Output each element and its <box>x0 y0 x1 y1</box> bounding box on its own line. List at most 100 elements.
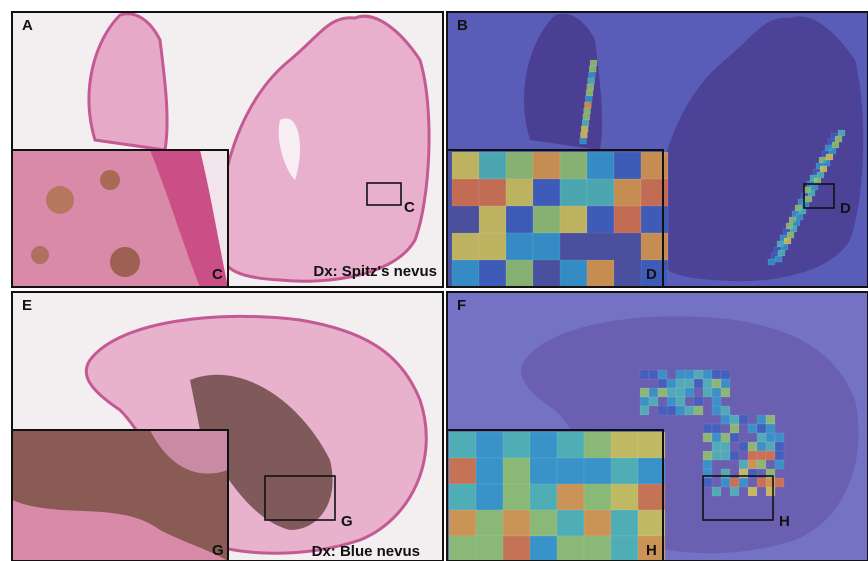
heat-cell <box>712 397 721 406</box>
heat-cell <box>667 379 676 388</box>
heat-cell <box>506 152 533 179</box>
heat-cell <box>808 190 815 196</box>
heat-cell <box>712 487 721 496</box>
figure: A C C Dx: Spitz's nevus B D D E G G Dx: … <box>0 0 868 561</box>
heat-cell <box>452 152 479 179</box>
heat-cell <box>793 220 800 226</box>
heat-cell <box>533 179 560 206</box>
heat-cell <box>784 238 791 244</box>
heat-cell <box>611 432 638 458</box>
heat-cell <box>614 152 641 179</box>
heat-cell <box>584 536 611 561</box>
heat-cell <box>530 510 557 536</box>
heat-cell <box>748 460 757 469</box>
heat-cell <box>739 478 748 487</box>
heat-cell <box>640 397 649 406</box>
heat-cell <box>479 233 506 260</box>
heat-cell <box>832 142 839 148</box>
heat-cell <box>587 84 594 90</box>
box-label: H <box>779 513 790 530</box>
heat-cell <box>721 415 730 424</box>
heat-cell <box>814 178 821 184</box>
heat-cell <box>584 432 611 458</box>
heat-cell <box>712 442 721 451</box>
inset-label: C <box>212 266 223 283</box>
heat-cell <box>588 78 595 84</box>
heat-cell <box>766 442 775 451</box>
heat-cell <box>775 442 784 451</box>
heat-cell <box>802 202 809 208</box>
heat-cell <box>584 108 591 114</box>
heat-cell <box>721 433 730 442</box>
heat-cell <box>712 433 721 442</box>
heat-cell <box>712 451 721 460</box>
heat-cell <box>560 152 587 179</box>
heat-cell <box>611 458 638 484</box>
heat-cell <box>587 206 614 233</box>
heat-cell <box>557 484 584 510</box>
heat-cell <box>638 484 665 510</box>
heat-cell <box>721 478 730 487</box>
panel-label: B <box>457 17 468 34</box>
heat-cell <box>533 206 560 233</box>
heat-cell <box>766 433 775 442</box>
heat-cell <box>703 433 712 442</box>
heat-cell <box>557 510 584 536</box>
heat-cell <box>703 379 712 388</box>
heat-cell <box>730 478 739 487</box>
heat-cell <box>530 432 557 458</box>
heat-cell <box>614 206 641 233</box>
heat-cell <box>775 256 782 262</box>
heat-cell <box>587 152 614 179</box>
heat-cell <box>676 370 685 379</box>
heat-cell <box>452 260 479 287</box>
heat-cell <box>685 379 694 388</box>
heat-cell <box>584 102 591 108</box>
panel-label: F <box>457 297 466 314</box>
heat-cell <box>817 172 824 178</box>
heat-cell <box>721 370 730 379</box>
heat-cell <box>757 415 766 424</box>
heat-cell <box>730 451 739 460</box>
diagnosis: Dx: Spitz's nevus <box>313 263 437 280</box>
heat-cell <box>557 536 584 561</box>
heat-cell <box>476 432 503 458</box>
heat-cell <box>587 260 614 287</box>
heat-cell <box>640 370 649 379</box>
heat-cell <box>560 206 587 233</box>
heat-cell <box>685 388 694 397</box>
heat-cell <box>452 233 479 260</box>
heat-cell <box>476 510 503 536</box>
heat-cell <box>694 406 703 415</box>
heat-cell <box>748 442 757 451</box>
heat-cell <box>796 214 803 220</box>
heat-cell <box>712 406 721 415</box>
heat-cell <box>479 179 506 206</box>
heat-cell <box>479 206 506 233</box>
heat-cell <box>730 433 739 442</box>
diagnosis: Dx: Blue nevus <box>312 543 420 560</box>
heat-cell <box>703 451 712 460</box>
heat-cell <box>557 432 584 458</box>
heat-cell <box>775 451 784 460</box>
heat-cell <box>479 260 506 287</box>
heat-cell <box>588 72 595 78</box>
heat-cell <box>479 152 506 179</box>
panel-label: E <box>22 297 32 314</box>
heat-cell <box>449 536 476 561</box>
heat-cell <box>721 379 730 388</box>
heat-cell <box>694 370 703 379</box>
heat-cell <box>586 90 593 96</box>
heat-cell <box>611 484 638 510</box>
heat-cell <box>658 370 667 379</box>
heat-cell <box>781 244 788 250</box>
heat-cell <box>476 536 503 561</box>
box-label: C <box>404 199 415 216</box>
heat-cell <box>533 152 560 179</box>
heat-cell <box>589 66 596 72</box>
heat-cell <box>778 250 785 256</box>
heat-cell <box>452 179 479 206</box>
box-label: G <box>341 513 353 530</box>
heat-cell <box>730 424 739 433</box>
heat-cell <box>775 478 784 487</box>
